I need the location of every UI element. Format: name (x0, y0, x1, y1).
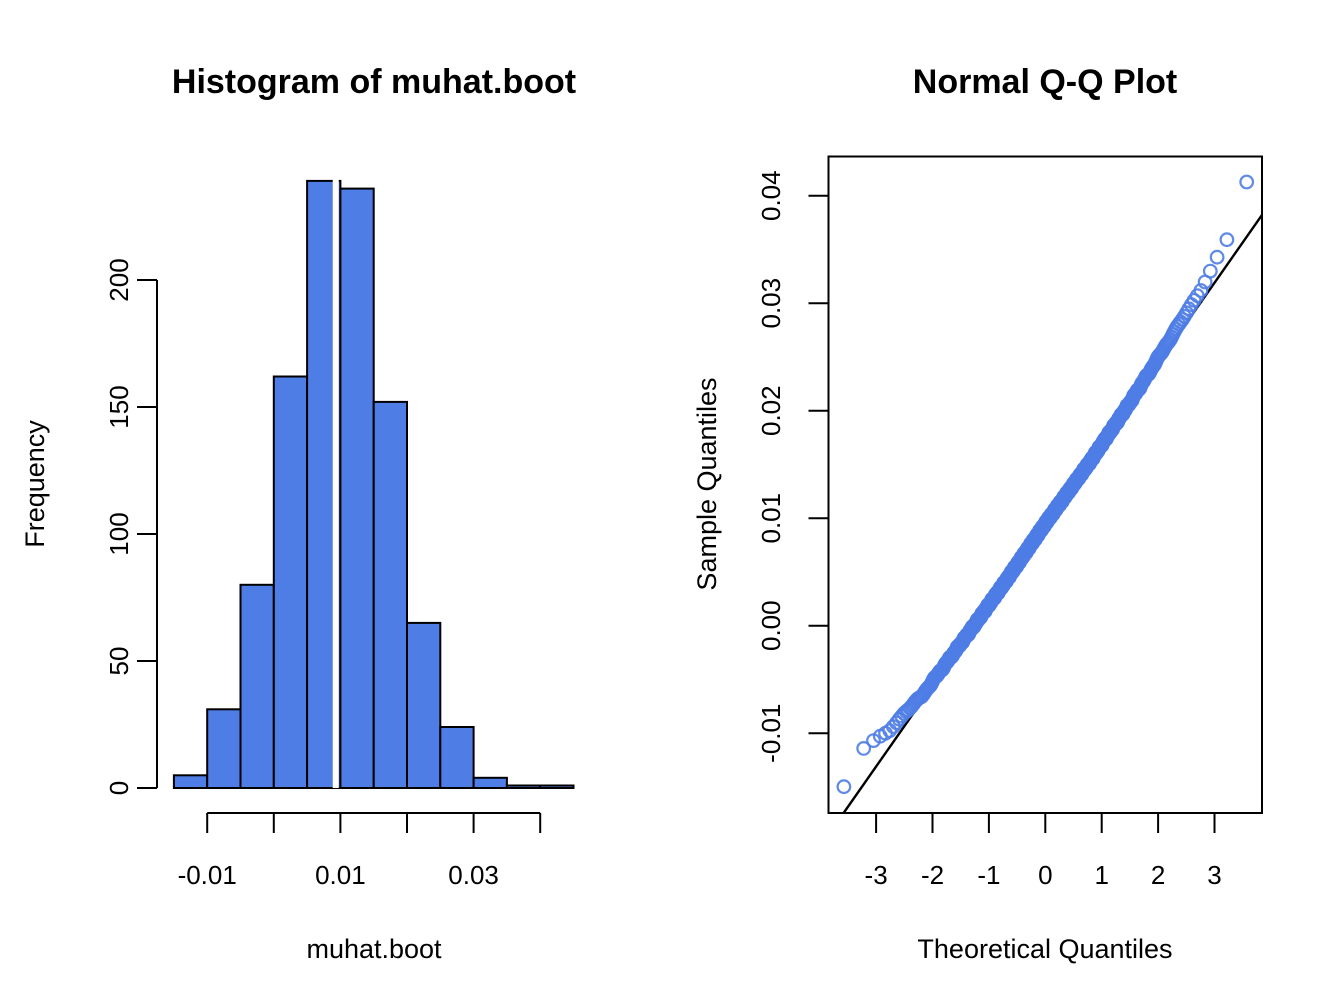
qq-title: Normal Q-Q Plot (913, 63, 1177, 101)
histogram-title: Histogram of muhat.boot (172, 63, 576, 101)
histogram-bar (372, 400, 409, 789)
x-tick-label: 3 (1207, 860, 1221, 890)
histogram-bar (439, 726, 475, 789)
y-tick-label: 0.01 (756, 493, 786, 544)
y-tick-label: 0.02 (756, 385, 786, 436)
qq-panel: Normal Q-Q Plot Theoretical Quantiles Sa… (692, 63, 1263, 964)
qq-point (1239, 174, 1255, 190)
y-tick-label: 50 (104, 647, 134, 676)
histogram-bar (539, 784, 575, 789)
histogram-y-axis: 0 50 100 150 200 (104, 258, 158, 795)
histogram-panel: Histogram of muhat.boot muhat.boot Frequ… (20, 63, 576, 964)
histogram-bar (172, 774, 209, 789)
qq-x-axis-title: Theoretical Quantiles (917, 934, 1172, 964)
x-tick-label: -2 (921, 860, 944, 890)
y-tick-label: 0.03 (756, 278, 786, 329)
qq-point (1193, 283, 1209, 298)
qq-point (856, 741, 872, 756)
histogram-bar (272, 375, 309, 789)
histogram-y-axis-title: Frequency (20, 420, 50, 548)
x-tick-label: -3 (865, 860, 888, 890)
qq-y-axis: -0.01 0.00 0.01 0.02 0.03 0.04 (756, 170, 829, 763)
qq-point (836, 779, 852, 795)
y-tick-label: 0.04 (756, 170, 786, 221)
histogram-x-axis-title: muhat.boot (306, 934, 442, 964)
histogram-bar (505, 784, 542, 789)
y-tick-label: 0.00 (756, 600, 786, 651)
histogram-bar (339, 187, 375, 790)
x-tick-label: 0.03 (448, 860, 499, 890)
qq-scatter-points (836, 174, 1255, 795)
y-tick-label: 150 (104, 385, 134, 428)
y-tick-label: 0 (104, 781, 134, 795)
x-tick-label: -0.01 (178, 860, 237, 890)
qq-x-axis: -3 -2 -1 0 1 2 3 (865, 813, 1222, 890)
x-tick-label: 0 (1038, 860, 1052, 890)
x-tick-label: 1 (1094, 860, 1108, 890)
y-tick-label: 200 (104, 258, 134, 301)
x-tick-label: -1 (977, 860, 1000, 890)
histogram-bar (472, 776, 508, 789)
x-tick-label: 0.01 (315, 860, 366, 890)
y-tick-label: -0.01 (756, 704, 786, 763)
qq-point (1219, 232, 1235, 248)
histogram-bar (406, 621, 442, 790)
qq-point (1202, 263, 1218, 279)
histogram-bars (172, 179, 575, 790)
y-tick-label: 100 (104, 512, 134, 555)
histogram-bar (206, 708, 242, 789)
histogram-bar (239, 583, 275, 789)
qq-point (1209, 249, 1225, 265)
histogram-x-axis: -0.01 0.01 0.03 (178, 812, 542, 890)
x-tick-label: 2 (1151, 860, 1165, 890)
qq-y-axis-title: Sample Quantiles (692, 377, 722, 590)
